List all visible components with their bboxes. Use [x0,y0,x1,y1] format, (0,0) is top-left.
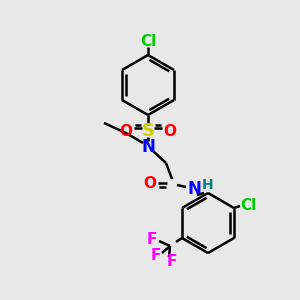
Text: H: H [202,178,214,192]
Text: N: N [141,138,155,156]
Text: O: O [143,176,157,190]
Text: F: F [147,232,157,247]
Text: Cl: Cl [140,34,156,49]
Text: F: F [151,248,161,263]
Text: N: N [187,180,201,198]
Text: O: O [164,124,176,139]
Text: F: F [167,254,177,269]
Text: Cl: Cl [240,199,256,214]
Text: O: O [119,124,133,139]
Text: S: S [142,122,154,140]
